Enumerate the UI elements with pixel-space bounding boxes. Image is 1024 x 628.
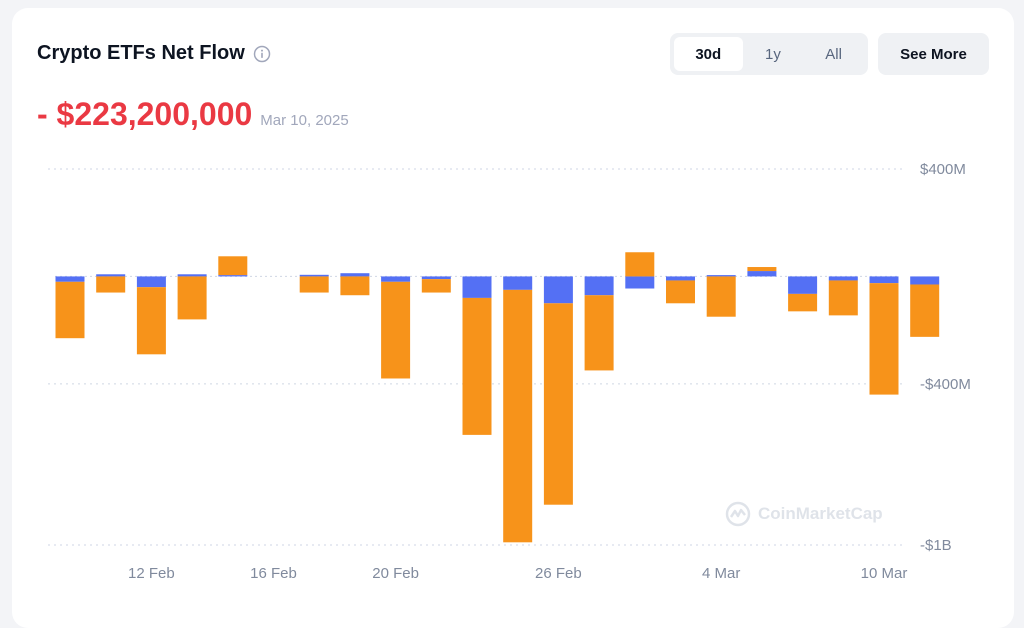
x-tick-label: 26 Feb <box>535 565 582 582</box>
bar-segment-orange <box>869 283 899 395</box>
range-all-button[interactable]: All <box>825 45 842 63</box>
bar-segment-orange <box>96 276 126 293</box>
bar-segment-blue <box>299 274 329 277</box>
range-toggle: 30d 1y All <box>670 33 868 75</box>
bar-segment-blue <box>177 274 207 277</box>
bar-segment-blue <box>55 276 85 282</box>
x-tick-label: 12 Feb <box>128 565 175 582</box>
bar-segment-blue <box>625 276 655 289</box>
x-tick-label: 4 Mar <box>702 565 740 582</box>
bar-segment-orange <box>666 280 695 304</box>
info-icon[interactable] <box>253 45 271 63</box>
bar-segment-orange <box>910 284 940 337</box>
chart-title: Crypto ETFs Net Flow <box>37 42 245 64</box>
y-tick-label: -$1B <box>920 537 952 554</box>
bar-segment-blue <box>462 276 492 298</box>
bar-segment-orange <box>503 289 533 543</box>
bar-segment-orange <box>218 256 248 276</box>
bar-segment-orange <box>340 276 370 296</box>
y-tick-label: -$400M <box>920 376 971 393</box>
watermark: CoinMarketCap <box>724 500 883 528</box>
bar-segment-orange <box>136 287 166 355</box>
net-flow-date: Mar 10, 2025 <box>260 112 349 129</box>
bar-segment-blue <box>910 276 940 285</box>
bar-segment-orange <box>55 281 85 339</box>
x-tick-label: 16 Feb <box>250 565 297 582</box>
bar-segment-orange <box>788 293 818 312</box>
net-flow-value: - $223,200,000 <box>37 96 253 132</box>
bar-segment-blue <box>747 271 777 277</box>
bar-segment-orange <box>828 280 858 316</box>
watermark-text: CoinMarketCap <box>758 504 883 523</box>
bar-segment-orange <box>421 279 451 293</box>
bar-segment-orange <box>299 276 329 293</box>
bar-segment-orange <box>462 297 492 435</box>
range-30d-button[interactable]: 30d <box>674 37 743 71</box>
bar-segment-blue <box>584 276 614 296</box>
bar-segment-blue <box>136 276 166 288</box>
bar-segment-blue <box>788 276 818 294</box>
range-1y-button[interactable]: 1y <box>765 45 781 63</box>
bar-segment-orange <box>584 295 614 371</box>
bar-segment-orange <box>543 303 573 505</box>
bar-segment-blue <box>503 276 533 290</box>
bar-segment-blue <box>421 276 451 280</box>
x-tick-label: 20 Feb <box>372 565 419 582</box>
see-more-button[interactable]: See More <box>878 33 989 75</box>
bar-segment-blue <box>869 276 899 284</box>
bar-segment-blue <box>218 275 248 277</box>
bar-segment-blue <box>828 276 858 281</box>
title-row: Crypto ETFs Net Flow <box>37 42 271 65</box>
bar-segment-blue <box>543 276 573 304</box>
bar-segment-orange <box>747 267 777 272</box>
summary-row: - $223,200,000 Mar 10, 2025 <box>37 96 349 133</box>
bar-segment-orange <box>625 252 655 277</box>
bar-segment-blue <box>96 274 126 277</box>
bar-segment-blue <box>381 276 411 282</box>
bar-segment-orange <box>177 276 207 320</box>
x-tick-label: 10 Mar <box>861 565 908 582</box>
coinmarketcap-logo-icon <box>725 501 751 527</box>
y-tick-label: $400M <box>920 161 966 178</box>
bar-segment-blue <box>706 275 736 277</box>
bar-segment-blue <box>666 276 695 281</box>
bar-segment-orange <box>381 281 411 379</box>
bar-segment-blue <box>340 273 370 277</box>
bar-segment-orange <box>706 276 736 317</box>
